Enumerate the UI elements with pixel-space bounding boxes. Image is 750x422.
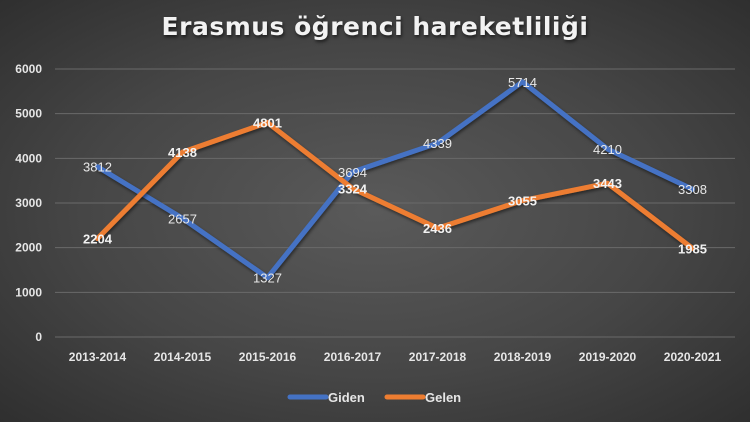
data-label-gelen: 3055	[508, 194, 537, 209]
data-label-giden: 3812	[83, 160, 112, 175]
data-label-giden: 1327	[253, 271, 282, 286]
x-tick-label: 2018-2019	[494, 350, 552, 364]
data-labels: 3812 2657 1327 3694 4339 5714 4210 3308 2204 4138…	[83, 75, 707, 286]
legend: Giden Gelen	[287, 390, 461, 405]
y-tick-label: 2000	[15, 241, 42, 255]
y-tick-label: 5000	[15, 107, 42, 121]
y-axis: 0 1000 2000 3000 4000 5000 6000	[15, 62, 42, 344]
data-label-giden: 4339	[423, 136, 452, 151]
series-line-gelen	[95, 120, 695, 251]
chart-title: Erasmus öğrenci hareketliliği	[161, 12, 589, 41]
series-lines	[95, 79, 695, 281]
data-label-gelen: 4801	[253, 116, 282, 131]
legend-item-giden[interactable]: Giden	[287, 390, 365, 405]
y-tick-label: 1000	[15, 285, 42, 299]
x-axis: 2013-2014 2014-2015 2015-2016 2016-2017 2017…	[69, 350, 722, 364]
x-tick-label: 2017-2018	[409, 350, 467, 364]
data-label-giden: 2657	[168, 211, 197, 226]
x-tick-label: 2020-2021	[664, 350, 722, 364]
x-tick-label: 2013-2014	[69, 350, 127, 364]
data-label-giden: 4210	[593, 142, 622, 157]
data-label-gelen: 2204	[83, 232, 113, 247]
gridlines	[55, 68, 735, 338]
x-tick-label: 2016-2017	[324, 350, 382, 364]
data-label-gelen: 1985	[678, 241, 707, 256]
legend-label: Gelen	[425, 390, 461, 405]
legend-item-gelen[interactable]: Gelen	[384, 390, 461, 405]
data-label-gelen: 4138	[168, 145, 197, 160]
y-tick-label: 6000	[15, 62, 42, 76]
x-tick-label: 2014-2015	[154, 350, 212, 364]
series-line-giden	[95, 79, 695, 281]
data-label-gelen: 3324	[338, 182, 368, 197]
y-tick-label: 0	[35, 330, 42, 344]
x-tick-label: 2019-2020	[579, 350, 637, 364]
y-tick-label: 3000	[15, 196, 42, 210]
data-label-giden: 5714	[508, 75, 537, 90]
x-tick-label: 2015-2016	[239, 350, 297, 364]
data-label-giden: 3308	[678, 182, 707, 197]
data-label-gelen: 3443	[593, 176, 622, 191]
data-label-gelen: 2436	[423, 221, 452, 236]
y-tick-label: 4000	[15, 151, 42, 165]
data-label-giden: 3694	[338, 165, 367, 180]
legend-label: Giden	[328, 390, 365, 405]
